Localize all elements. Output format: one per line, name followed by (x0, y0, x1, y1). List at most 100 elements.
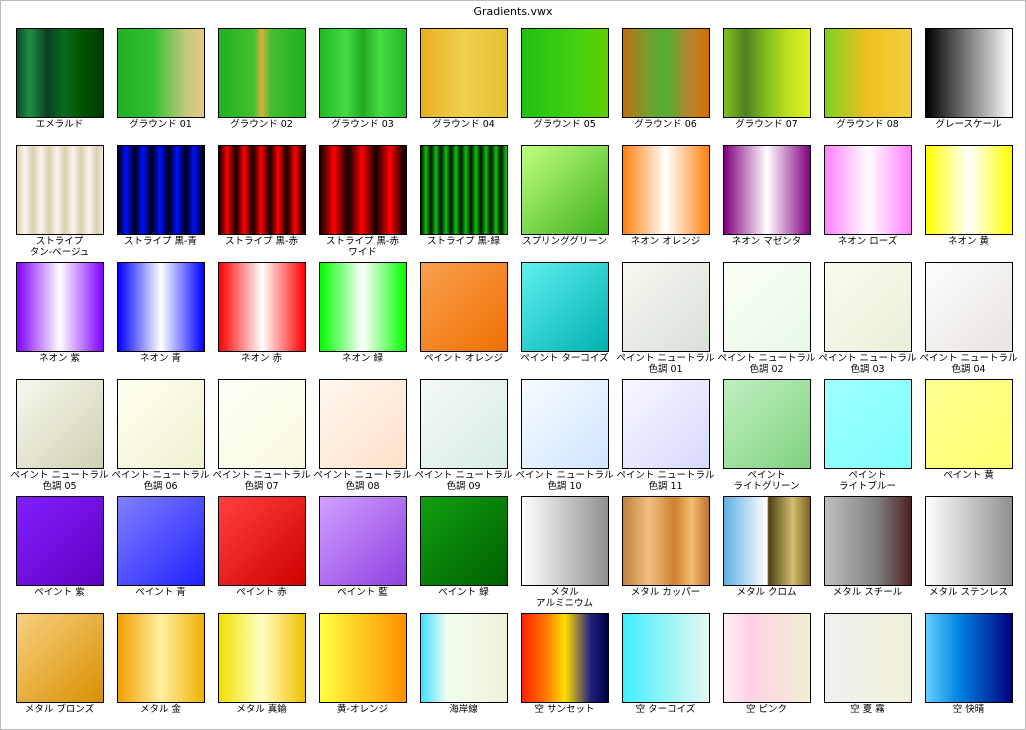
swatch-label: メタル スチール (832, 587, 903, 598)
gradient-swatch[interactable] (723, 145, 811, 235)
gradient-swatch[interactable] (218, 496, 306, 586)
swatch-label: メタル 真鍮 (236, 704, 287, 715)
gradient-swatch[interactable] (723, 496, 811, 586)
gradient-swatch[interactable] (319, 262, 407, 352)
swatch-label: グラウンド 07 (735, 119, 798, 130)
gradient-swatch[interactable] (420, 28, 508, 118)
gradient-swatch[interactable] (16, 379, 104, 469)
gradient-swatch[interactable] (218, 145, 306, 235)
gradient-swatch[interactable] (218, 613, 306, 703)
gradient-swatch[interactable] (117, 379, 205, 469)
gradient-swatch[interactable] (824, 262, 912, 352)
gradient-swatch[interactable] (622, 145, 710, 235)
swatch-label: グラウンド 03 (331, 119, 394, 130)
swatch-label: メタル カッパー (630, 587, 701, 598)
gradient-swatch[interactable] (824, 613, 912, 703)
swatch-label: ペイント オレンジ (423, 353, 504, 364)
swatch-label: 空 サンセット (534, 704, 595, 715)
gradient-swatch[interactable] (117, 496, 205, 586)
gradient-swatch[interactable] (319, 496, 407, 586)
swatch-label: グラウンド 04 (432, 119, 495, 130)
gradient-swatch[interactable] (117, 145, 205, 235)
gradient-swatch[interactable] (218, 262, 306, 352)
gradient-swatch[interactable] (723, 379, 811, 469)
swatch-label: ペイント ニュートラル 色調 02 (717, 353, 816, 375)
gradient-swatch[interactable] (521, 613, 609, 703)
gradient-swatch[interactable] (622, 613, 710, 703)
swatch-label: 黄-オレンジ (337, 704, 388, 715)
gradient-swatch[interactable] (16, 262, 104, 352)
swatch-label: ペイント ニュートラル 色調 11 (616, 470, 715, 492)
gradient-swatch[interactable] (723, 262, 811, 352)
gradient-swatch[interactable] (319, 28, 407, 118)
swatch-label: ペイント ターコイズ (520, 353, 609, 364)
gradient-swatch[interactable] (420, 262, 508, 352)
gradient-swatch[interactable] (420, 613, 508, 703)
gradient-swatch[interactable] (622, 379, 710, 469)
swatch-label: ネオン 青 (139, 353, 182, 364)
gradient-swatch[interactable] (218, 28, 306, 118)
swatch-label: ネオン 赤 (240, 353, 283, 364)
swatch-label: メタル 金 (139, 704, 182, 715)
gradient-swatch[interactable] (117, 262, 205, 352)
gradient-swatch[interactable] (521, 28, 609, 118)
gradient-swatch[interactable] (521, 496, 609, 586)
gradient-swatch[interactable] (824, 379, 912, 469)
swatch-label: ストライプ 黒-緑 (427, 236, 500, 247)
gradient-swatch[interactable] (925, 379, 1013, 469)
gradient-swatch[interactable] (622, 28, 710, 118)
gradient-swatch[interactable] (218, 379, 306, 469)
swatch-label: ネオン 黄 (947, 236, 990, 247)
gradient-swatch[interactable] (824, 28, 912, 118)
gradient-swatch[interactable] (723, 28, 811, 118)
swatch-label: 空 ターコイズ (635, 704, 696, 715)
swatch-label: ストライプ タン-ベージュ (29, 236, 90, 258)
gradient-swatch[interactable] (521, 262, 609, 352)
gradient-swatch[interactable] (824, 496, 912, 586)
gradient-swatch[interactable] (622, 262, 710, 352)
gradient-swatch[interactable] (723, 613, 811, 703)
gradient-swatch[interactable] (420, 379, 508, 469)
gradient-swatch[interactable] (925, 145, 1013, 235)
gradient-swatch[interactable] (117, 613, 205, 703)
swatch-label: ストライプ 黒-赤 (225, 236, 298, 247)
swatch-label: ペイント ニュートラル 色調 10 (515, 470, 614, 492)
gradient-swatch[interactable] (319, 613, 407, 703)
swatch-label: ペイント 藍 (337, 587, 388, 598)
gradient-swatch[interactable] (925, 262, 1013, 352)
swatch-label: 空 夏 霧 (850, 704, 885, 715)
swatch-label: 空 快晴 (952, 704, 985, 715)
swatch-label: ペイント ニュートラル 色調 05 (10, 470, 109, 492)
swatch-label: グラウンド 02 (230, 119, 293, 130)
gradient-swatch[interactable] (319, 145, 407, 235)
swatch-label: ネオン 緑 (341, 353, 384, 364)
gradient-swatch[interactable] (319, 379, 407, 469)
gradient-swatch[interactable] (622, 496, 710, 586)
gradient-swatch[interactable] (16, 145, 104, 235)
swatch-label: メタル ステンレス (928, 587, 1009, 598)
gradient-swatch[interactable] (420, 145, 508, 235)
gradient-swatch[interactable] (16, 613, 104, 703)
gradient-swatch[interactable] (824, 145, 912, 235)
swatch-label: ペイント 緑 (438, 587, 489, 598)
swatch-label: ペイント ライトブルー (838, 470, 896, 492)
gradient-swatch[interactable] (420, 496, 508, 586)
gradient-swatch[interactable] (521, 145, 609, 235)
swatch-label: ペイント ライトグリーン (733, 470, 800, 492)
gradient-swatch[interactable] (521, 379, 609, 469)
gradient-swatch[interactable] (925, 496, 1013, 586)
swatch-label: グラウンド 06 (634, 119, 697, 130)
swatch-label: グラウンド 01 (129, 119, 192, 130)
swatch-label: ネオン マゼンタ (731, 236, 802, 247)
swatch-label: ペイント ニュートラル 色調 01 (616, 353, 715, 375)
swatch-label: ペイント ニュートラル 色調 06 (111, 470, 210, 492)
gradient-swatch[interactable] (16, 496, 104, 586)
gradient-swatch[interactable] (16, 28, 104, 118)
swatch-label: メタル クロム (736, 587, 797, 598)
gradient-swatch[interactable] (117, 28, 205, 118)
gradient-swatch[interactable] (925, 613, 1013, 703)
gradient-swatch[interactable] (925, 28, 1013, 118)
swatch-label: ペイント 黄 (943, 470, 994, 481)
swatch-label: ペイント ニュートラル 色調 04 (919, 353, 1018, 375)
swatch-label: 空 ピンク (745, 704, 788, 715)
